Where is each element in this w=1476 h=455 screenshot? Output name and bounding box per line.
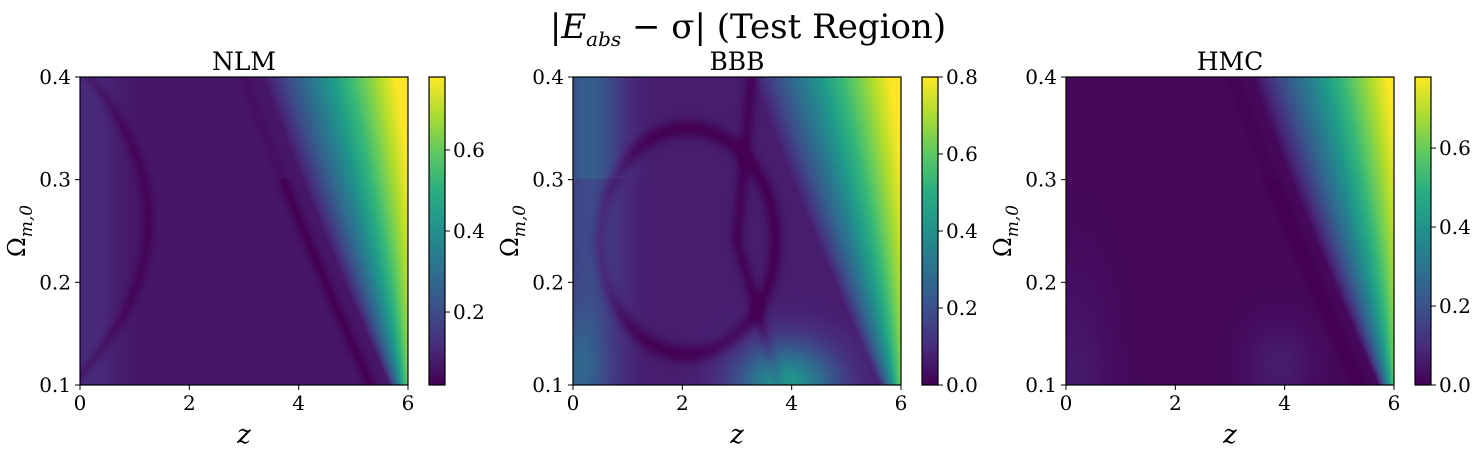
y-axis-label-main: Ω [989,237,1017,257]
plot-frame [79,76,409,386]
colorbar [922,77,938,385]
heatmap-image [573,77,901,385]
colorbar-tick-label: 0.4 [1439,215,1471,239]
colorbar [429,77,445,385]
x-tick-label: 2 [1169,391,1182,415]
x-axis-label: z [1222,420,1237,450]
x-tick-label: 2 [183,391,196,415]
colorbar-tick-label: 0.2 [1439,294,1471,318]
y-tick-label: 0.1 [532,373,564,397]
heatmap-panel-hmc: HMC 0 2 4 6 0.1 0.2 0.3 0.4 z Ωm,0 0.0 0.2 0.4 0.6 [989,47,1471,450]
y-tick-label: 0.2 [1025,270,1057,294]
colorbar-tick-label: 0.0 [1439,373,1471,397]
y-axis-label: Ωm,0 [496,205,530,257]
colorbar-tick-label: 0.6 [1439,136,1471,160]
x-tick-label: 4 [292,391,305,415]
colorbar-tick-label: 0.4 [453,219,485,243]
x-axis-label: z [236,420,251,450]
plot-frame [572,76,902,386]
y-tick-label: 0.3 [532,168,564,192]
colorbar-tick-label: 0.2 [453,300,485,324]
heatmap-image [80,77,408,385]
panel-title: HMC [1197,47,1264,76]
heatmap-image [1066,77,1394,385]
panel-title: NLM [212,47,276,76]
x-tick-label: 4 [1278,391,1291,415]
colorbar-tick-label: 0.4 [946,219,978,243]
x-tick-label: 0 [74,391,87,415]
y-tick-label: 0.4 [39,65,71,89]
colorbar-tick-label: 0.0 [946,373,978,397]
y-axis-label-sub: m,0 [1003,205,1023,238]
colorbar [1415,77,1431,385]
plot-frame [1065,76,1395,386]
x-tick-label: 0 [1060,391,1073,415]
y-axis-label-sub: m,0 [510,205,530,238]
y-axis-label: Ωm,0 [989,205,1023,257]
figure-suptitle: |Eabs − σ| (Test Region) [550,7,946,51]
colorbar-tick-label: 0.6 [946,142,978,166]
x-tick-label: 6 [895,391,908,415]
colorbar-tick-label: 0.6 [453,138,485,162]
x-tick-label: 0 [567,391,580,415]
y-axis-label-sub: m,0 [17,205,37,238]
colorbar-tick-label: 0.8 [946,65,978,89]
x-tick-label: 4 [785,391,798,415]
heatmap-panel-bbb: BBB 0 2 4 6 0.1 0.2 0.3 0.4 z Ωm,0 0.0 0.2 0.4 0.6 0.8 [496,47,978,450]
y-tick-label: 0.2 [532,270,564,294]
y-tick-label: 0.2 [39,270,71,294]
y-axis-label-main: Ω [496,237,524,257]
x-tick-label: 6 [1388,391,1401,415]
y-tick-label: 0.4 [1025,65,1057,89]
x-tick-label: 6 [402,391,415,415]
y-axis-label: Ωm,0 [3,205,37,257]
x-axis-label: z [729,420,744,450]
y-tick-label: 0.3 [39,168,71,192]
y-tick-label: 0.3 [1025,168,1057,192]
colorbar-frame [1414,76,1432,386]
panel-title: BBB [709,47,764,76]
y-tick-label: 0.1 [1025,373,1057,397]
y-axis-label-main: Ω [3,237,31,257]
colorbar-tick-label: 0.2 [946,296,978,320]
y-tick-label: 0.1 [39,373,71,397]
y-tick-label: 0.4 [532,65,564,89]
x-tick-label: 2 [676,391,689,415]
